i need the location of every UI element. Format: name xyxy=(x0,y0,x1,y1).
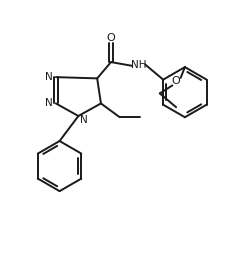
Text: O: O xyxy=(172,76,180,86)
Text: NH: NH xyxy=(131,60,147,70)
Text: N: N xyxy=(80,115,88,125)
Text: O: O xyxy=(107,33,115,43)
Text: N: N xyxy=(45,72,53,82)
Text: N: N xyxy=(45,98,53,108)
